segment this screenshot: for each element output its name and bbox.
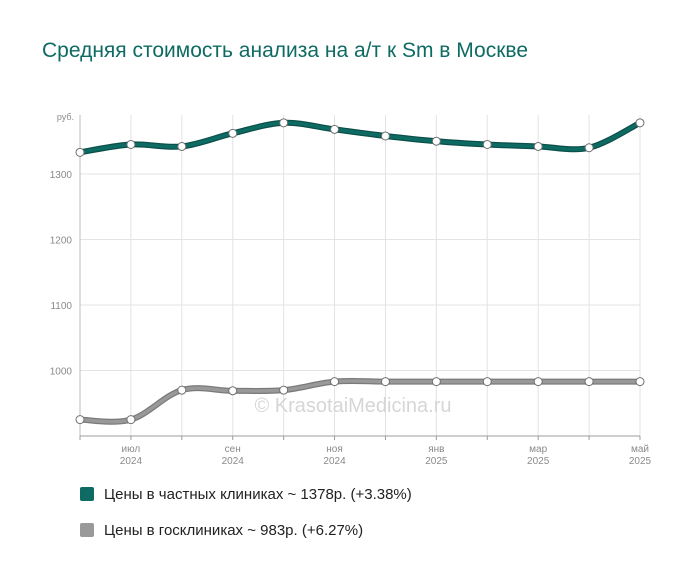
- data-point-0[interactable]: [75, 147, 85, 157]
- y-tick-label: 1000: [50, 366, 73, 377]
- data-point-0[interactable]: [330, 124, 340, 134]
- tick-labels: 1000110012001300руб.июл2024сен2024ноя202…: [50, 112, 652, 467]
- x-tick-label-month: сен: [225, 444, 241, 455]
- legend-label-public: Цены в госклиниках ~ 983р. (+6.27%): [104, 521, 364, 539]
- x-tick-label-year: 2025: [527, 456, 550, 467]
- x-tick-label-year: 2025: [629, 456, 652, 467]
- legend-label-private: Цены в частных клиниках ~ 1378р. (+3.38%…: [104, 485, 412, 503]
- data-point-1[interactable]: [177, 385, 187, 395]
- data-point-1[interactable]: [75, 415, 85, 425]
- x-tick-label-month: июл: [122, 444, 141, 455]
- data-point-1[interactable]: [126, 415, 136, 425]
- x-tick-label-year: 2024: [323, 456, 346, 467]
- data-point-0[interactable]: [584, 143, 594, 153]
- y-tick-label: 1100: [50, 301, 72, 312]
- x-tick-label-year: 2025: [425, 456, 448, 467]
- x-tick-label-month: мар: [529, 444, 547, 455]
- y-axis-unit: руб.: [57, 112, 74, 122]
- data-point-0[interactable]: [279, 118, 289, 128]
- series-line-0: [78, 121, 642, 155]
- data-point-1[interactable]: [380, 377, 390, 387]
- data-point-0[interactable]: [482, 139, 492, 149]
- x-tick-label-month: ноя: [326, 444, 343, 455]
- x-tick-label-month: май: [631, 444, 649, 455]
- data-point-0[interactable]: [380, 131, 390, 141]
- legend: Цены в частных клиниках ~ 1378р. (+3.38%…: [80, 484, 412, 556]
- line-chart: © KrasotaiMedicina.ru 1000 1100 1200 1300 ру…: [50, 112, 652, 467]
- data-point-1[interactable]: [330, 377, 340, 387]
- data-point-1[interactable]: [228, 386, 238, 396]
- legend-item-public[interactable]: Цены в госклиниках ~ 983р. (+6.27%): [80, 520, 412, 540]
- data-point-1[interactable]: [431, 377, 441, 387]
- data-point-1[interactable]: [279, 385, 289, 395]
- data-point-0[interactable]: [635, 118, 645, 128]
- chart-title: Средняя стоимость анализа на а/т к Sm в …: [42, 39, 528, 62]
- y-tick-label: 1200: [50, 235, 73, 246]
- y-tick-label: 1300: [50, 170, 73, 181]
- x-tick-label-month: янв: [428, 444, 444, 455]
- legend-item-private[interactable]: Цены в частных клиниках ~ 1378р. (+3.38%…: [80, 484, 412, 504]
- data-point-0[interactable]: [126, 139, 136, 149]
- data-point-1[interactable]: [482, 377, 492, 387]
- data-point-1[interactable]: [584, 377, 594, 387]
- data-point-1[interactable]: [533, 377, 543, 387]
- data-point-0[interactable]: [228, 128, 238, 138]
- data-point-0[interactable]: [431, 136, 441, 146]
- grid: [79, 115, 641, 436]
- legend-swatch-private: [80, 487, 94, 501]
- watermark: © KrasotaiMedicina.ru: [254, 395, 451, 417]
- legend-swatch-public: [80, 523, 94, 537]
- data-point-1[interactable]: [635, 377, 645, 387]
- data-point-0[interactable]: [177, 141, 187, 151]
- x-tick-label-year: 2024: [222, 456, 245, 467]
- x-tick-label-year: 2024: [120, 456, 143, 467]
- data-point-0[interactable]: [533, 141, 543, 151]
- axes: [79, 115, 641, 440]
- series-group: [75, 118, 645, 425]
